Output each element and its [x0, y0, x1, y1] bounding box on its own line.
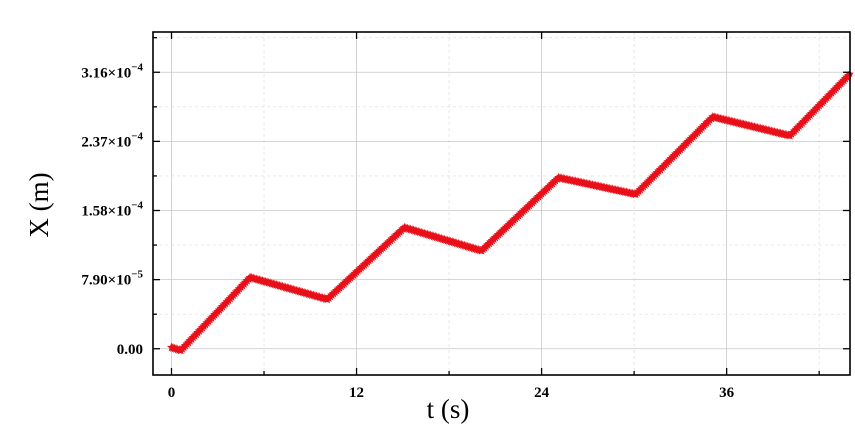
- x-tick-label: 0: [168, 385, 176, 401]
- y-tick-label: 3.16×10−4: [81, 61, 143, 81]
- y-tick-label: 7.90×10−5: [81, 269, 143, 289]
- y-tick-label: 2.37×10−4: [81, 130, 143, 150]
- x-tick-label: 36: [719, 385, 735, 401]
- y-tick-label: 0.00: [117, 342, 143, 358]
- series-line: [170, 72, 852, 353]
- y-tick-label: 1.58×10−4: [81, 200, 143, 220]
- x-tick-label: 12: [349, 385, 364, 401]
- y-tick-labels: 0.00 7.90×10−5 1.58×10−4 2.37×10−4 3.16×10−4: [81, 61, 143, 358]
- y-axis-title: X (m): [24, 172, 54, 237]
- grid: [153, 32, 850, 375]
- plot-frame: [152, 31, 851, 376]
- x-axis-title: t (s): [427, 394, 470, 424]
- data-series: [166, 70, 854, 355]
- x-tick-labels: 0 12 24 36: [168, 385, 735, 401]
- x-tick-label: 24: [534, 385, 550, 401]
- axis-ticks: [153, 32, 850, 375]
